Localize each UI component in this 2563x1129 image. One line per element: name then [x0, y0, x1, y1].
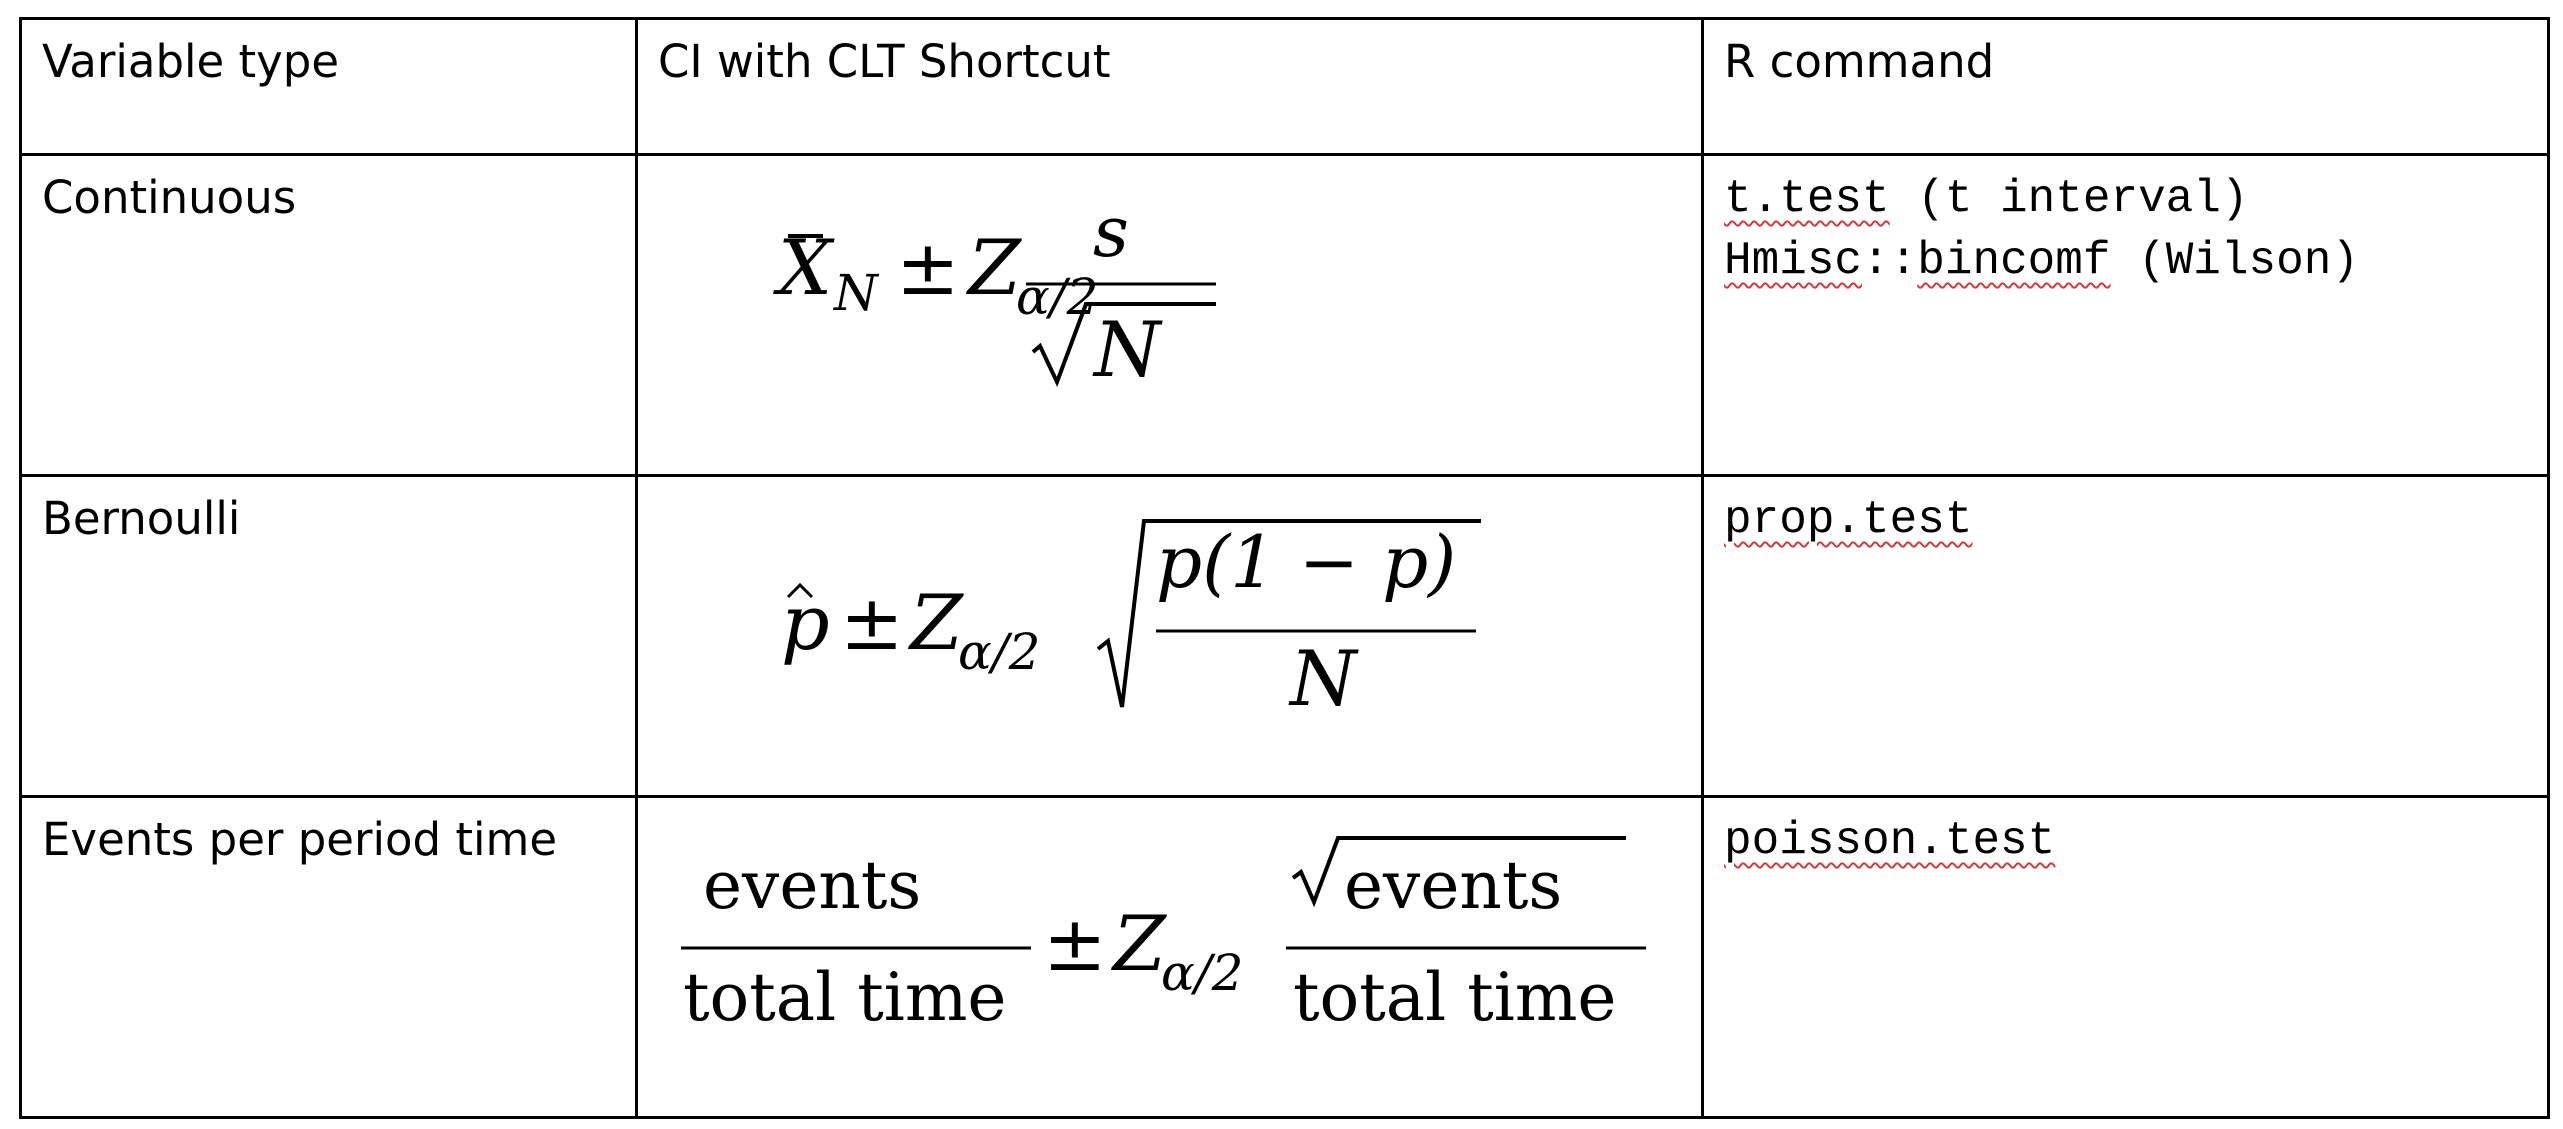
r-command-list: t.test (t interval) Hmisc::bincomf (Wils…: [1704, 156, 2547, 292]
header-cell-r-command: R command: [1701, 17, 2550, 156]
formula-phat-symbol: p: [781, 578, 830, 667]
cell-formula: X N ± Z α/2 s N: [635, 153, 1704, 477]
formula-sqrt-sign: [1291, 836, 1626, 908]
formula-sqrt-sign: [1096, 519, 1481, 708]
cell-variable-type: Continuous: [19, 153, 638, 477]
header-cell-variable-type: Variable type: [19, 17, 638, 156]
variable-type-continuous: Continuous: [42, 171, 297, 224]
cell-r-command: poisson.test: [1701, 795, 2550, 1119]
cell-r-command: t.test (t interval) Hmisc::bincomf (Wils…: [1701, 153, 2550, 477]
table-row-continuous: Continuous X N ± Z α/2 s N t.test (t int…: [19, 153, 2550, 477]
cell-variable-type: Bernoulli: [19, 474, 638, 798]
header-row: Variable type CI with CLT Shortcut R com…: [19, 17, 2550, 156]
formula-bernoulli: p ± Z α/2 p(1 − p) N: [781, 519, 1481, 723]
formula-sqrt-sign: [1031, 302, 1216, 388]
formula-frac1-numerator: events: [703, 847, 921, 924]
table-row-events: Events per period time events total time…: [19, 795, 2550, 1119]
cell-formula: p ± Z α/2 p(1 − p) N: [635, 474, 1704, 798]
formula-numerator: p(1 − p): [1156, 520, 1456, 604]
r-command-list: prop.test: [1704, 477, 2547, 551]
header-r-command: R command: [1724, 35, 1995, 88]
formula-plus-minus: ±: [1043, 899, 1107, 988]
formula-frac2-denominator: total time: [1293, 959, 1617, 1036]
r-command-list: poisson.test: [1704, 798, 2547, 872]
cell-variable-type: Events per period time: [19, 795, 638, 1119]
r-command-t-test: t.test (t interval): [1724, 173, 2249, 225]
formula-z-subscript: α/2: [1161, 944, 1243, 1002]
cell-formula: events total time ± Z α/2 events total t…: [635, 795, 1704, 1119]
table-row-bernoulli: Bernoulli p ± Z α/2 p(1 − p) N prop.test: [19, 474, 2550, 798]
formula-events: events total time ± Z α/2 events total t…: [681, 836, 1646, 1036]
formula-denominator-n: N: [1288, 634, 1359, 723]
formula-frac2-numerator: events: [1344, 847, 1562, 924]
formula-denominator-n: N: [1092, 305, 1163, 394]
header-variable-type: Variable type: [42, 35, 340, 88]
formula-z-subscript: α/2: [1016, 268, 1098, 326]
r-command-hmisc-bincomf: Hmisc::bincomf (Wilson): [1724, 235, 2359, 287]
formula-hat-accent: [786, 582, 814, 599]
formula-plus-minus: ±: [840, 578, 904, 667]
formula-z-symbol: Z: [1111, 899, 1167, 988]
formula-z-symbol: Z: [966, 223, 1022, 312]
formula-numerator-s: s: [1093, 191, 1129, 273]
header-cell-ci: CI with CLT Shortcut: [635, 17, 1704, 156]
variable-type-bernoulli: Bernoulli: [42, 492, 241, 545]
header-ci-clt-shortcut: CI with CLT Shortcut: [658, 35, 1111, 88]
formula-xbar-subscript: N: [833, 264, 880, 322]
formula-z-subscript: α/2: [958, 623, 1040, 681]
r-command-prop-test: prop.test: [1724, 494, 1973, 546]
formula-plus-minus: ±: [896, 223, 960, 312]
cell-r-command: prop.test: [1701, 474, 2550, 798]
ci-table: Variable type CI with CLT Shortcut R com…: [19, 17, 2550, 1119]
formula-z-symbol: Z: [908, 578, 964, 667]
formula-continuous: X N ± Z α/2 s N: [773, 191, 1216, 394]
formula-frac1-denominator: total time: [683, 959, 1007, 1036]
r-command-poisson-test: poisson.test: [1724, 815, 2056, 867]
variable-type-events: Events per period time: [42, 813, 558, 866]
